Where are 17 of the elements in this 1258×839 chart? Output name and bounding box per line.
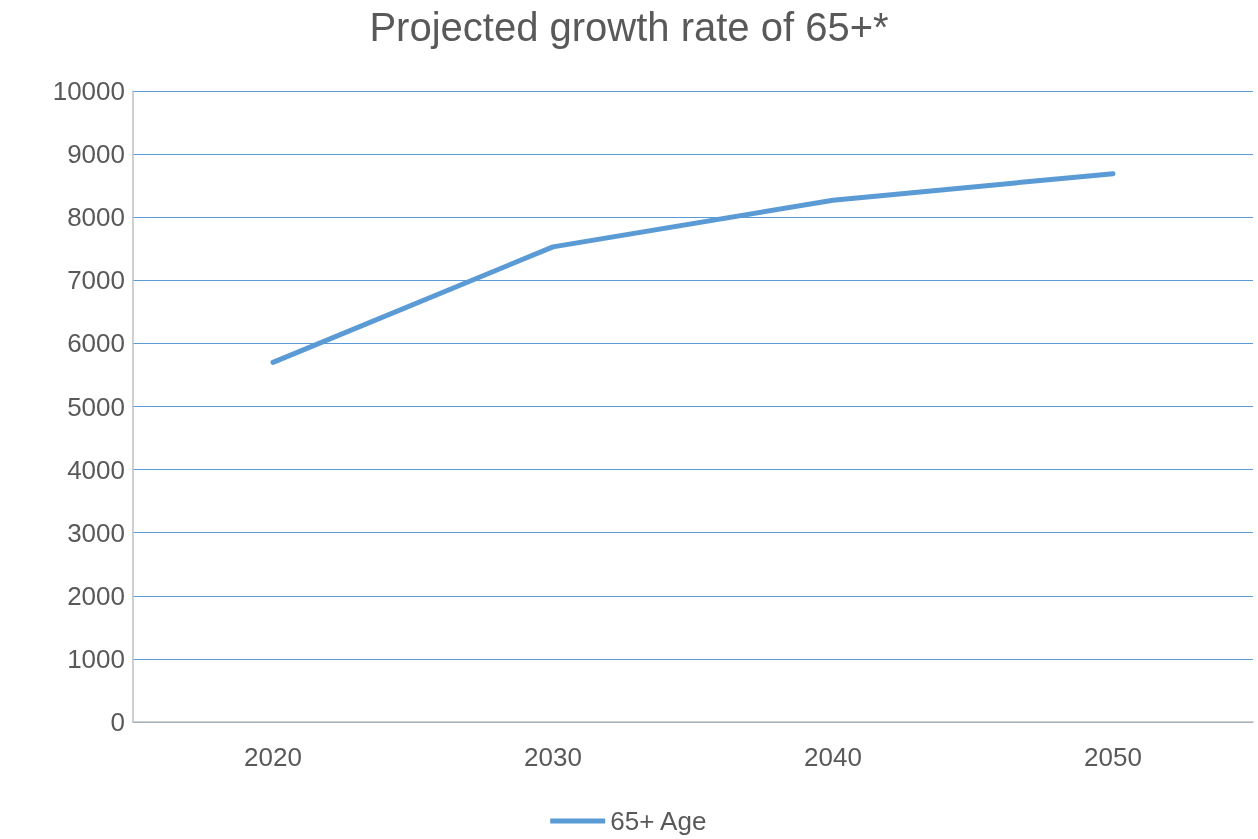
y-tick-label: 9000: [67, 139, 125, 170]
y-tick-label: 2000: [67, 580, 125, 611]
y-tick-label: 4000: [67, 454, 125, 485]
y-tick-label: 1000: [67, 643, 125, 674]
legend-label: 65+ Age: [610, 806, 707, 836]
x-tick-label: 2050: [1084, 742, 1142, 772]
x-tick-label: 2040: [804, 742, 862, 772]
y-tick-label: 6000: [67, 328, 125, 359]
y-tick-label: 5000: [67, 391, 125, 422]
chart-title: Projected growth rate of 65+*: [369, 5, 889, 49]
x-tick-label: 2020: [244, 742, 302, 772]
y-tick-label: 3000: [67, 517, 125, 548]
y-tick-label: 0: [110, 707, 125, 737]
y-tick-label: 10000: [52, 76, 125, 106]
y-tick-label: 7000: [67, 265, 125, 296]
y-tick-label: 8000: [67, 202, 125, 233]
x-tick-label: 2030: [524, 742, 582, 772]
